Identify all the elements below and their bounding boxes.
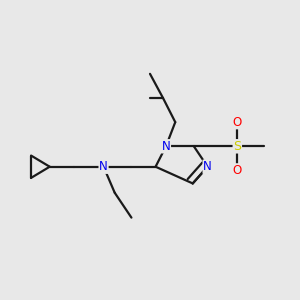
Text: S: S — [233, 140, 241, 153]
Text: N: N — [203, 160, 212, 173]
Text: O: O — [233, 164, 242, 177]
Text: N: N — [99, 160, 108, 173]
Text: O: O — [233, 116, 242, 129]
Text: N: N — [162, 140, 170, 153]
